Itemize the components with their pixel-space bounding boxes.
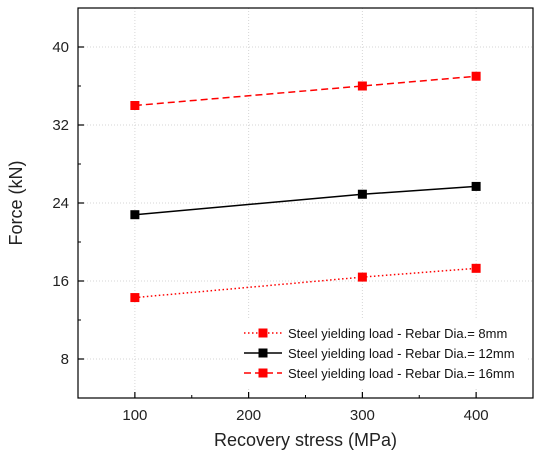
y-tick-label: 24 bbox=[52, 195, 69, 212]
y-tick-label: 8 bbox=[61, 351, 69, 368]
series-3 bbox=[130, 71, 481, 110]
series-line bbox=[134, 267, 477, 299]
data-point bbox=[471, 263, 481, 273]
legend-marker bbox=[258, 328, 268, 338]
data-point bbox=[471, 181, 481, 191]
series-layer bbox=[130, 71, 481, 303]
data-point bbox=[471, 71, 481, 81]
data-point bbox=[357, 81, 367, 91]
series-2 bbox=[130, 181, 481, 220]
legend-marker bbox=[258, 348, 268, 358]
legend-marker bbox=[258, 368, 268, 378]
legend-label: Steel yielding load - Rebar Dia.= 16mm bbox=[288, 366, 515, 381]
x-axis-label: Recovery stress (MPa) bbox=[214, 430, 397, 450]
x-tick-label: 300 bbox=[350, 407, 375, 424]
ticks: 100 200 300 400 8 16 24 32 40 bbox=[52, 39, 488, 424]
legend-entry: Steel yielding load - Rebar Dia.= 12mm bbox=[244, 346, 515, 361]
legend-label: Steel yielding load - Rebar Dia.= 8mm bbox=[288, 326, 507, 341]
y-tick-label: 32 bbox=[52, 117, 69, 134]
data-point bbox=[357, 272, 367, 282]
data-point bbox=[130, 293, 140, 303]
y-tick-label: 16 bbox=[52, 273, 69, 290]
data-point bbox=[130, 101, 140, 110]
y-axis-label: Force (kN) bbox=[6, 161, 26, 246]
legend-label: Steel yielding load - Rebar Dia.= 12mm bbox=[288, 346, 515, 361]
data-point bbox=[130, 210, 140, 220]
x-tick-label: 200 bbox=[236, 407, 261, 424]
x-tick-label: 400 bbox=[464, 407, 489, 424]
legend: Steel yielding load - Rebar Dia.= 8mm Ste… bbox=[238, 320, 528, 388]
series-line bbox=[134, 185, 477, 216]
data-point bbox=[357, 189, 367, 199]
legend-entry: Steel yielding load - Rebar Dia.= 16mm bbox=[244, 366, 515, 381]
y-tick-label: 40 bbox=[52, 39, 69, 56]
legend-entry: Steel yielding load - Rebar Dia.= 8mm bbox=[244, 326, 507, 341]
legend-box bbox=[238, 320, 528, 388]
series-1 bbox=[130, 263, 481, 303]
x-tick-label: 100 bbox=[122, 407, 147, 424]
series-line bbox=[134, 75, 477, 107]
